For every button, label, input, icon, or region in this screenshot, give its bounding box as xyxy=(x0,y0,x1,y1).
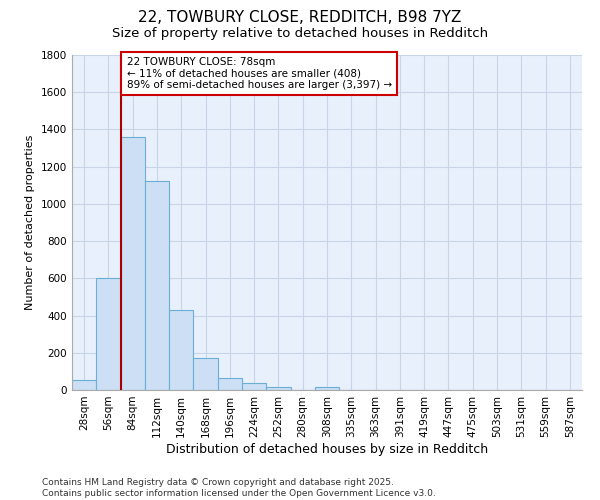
X-axis label: Distribution of detached houses by size in Redditch: Distribution of detached houses by size … xyxy=(166,442,488,456)
Text: Contains HM Land Registry data © Crown copyright and database right 2025.
Contai: Contains HM Land Registry data © Crown c… xyxy=(42,478,436,498)
Text: Size of property relative to detached houses in Redditch: Size of property relative to detached ho… xyxy=(112,28,488,40)
Bar xyxy=(169,310,193,390)
Y-axis label: Number of detached properties: Number of detached properties xyxy=(25,135,35,310)
Bar xyxy=(315,387,339,390)
Bar xyxy=(193,358,218,390)
Bar xyxy=(121,137,145,390)
Bar xyxy=(242,383,266,390)
Text: 22, TOWBURY CLOSE, REDDITCH, B98 7YZ: 22, TOWBURY CLOSE, REDDITCH, B98 7YZ xyxy=(139,10,461,25)
Bar xyxy=(218,378,242,390)
Bar xyxy=(266,386,290,390)
Bar xyxy=(96,278,121,390)
Bar xyxy=(72,380,96,390)
Bar xyxy=(145,180,169,390)
Text: 22 TOWBURY CLOSE: 78sqm
← 11% of detached houses are smaller (408)
89% of semi-d: 22 TOWBURY CLOSE: 78sqm ← 11% of detache… xyxy=(127,57,392,90)
